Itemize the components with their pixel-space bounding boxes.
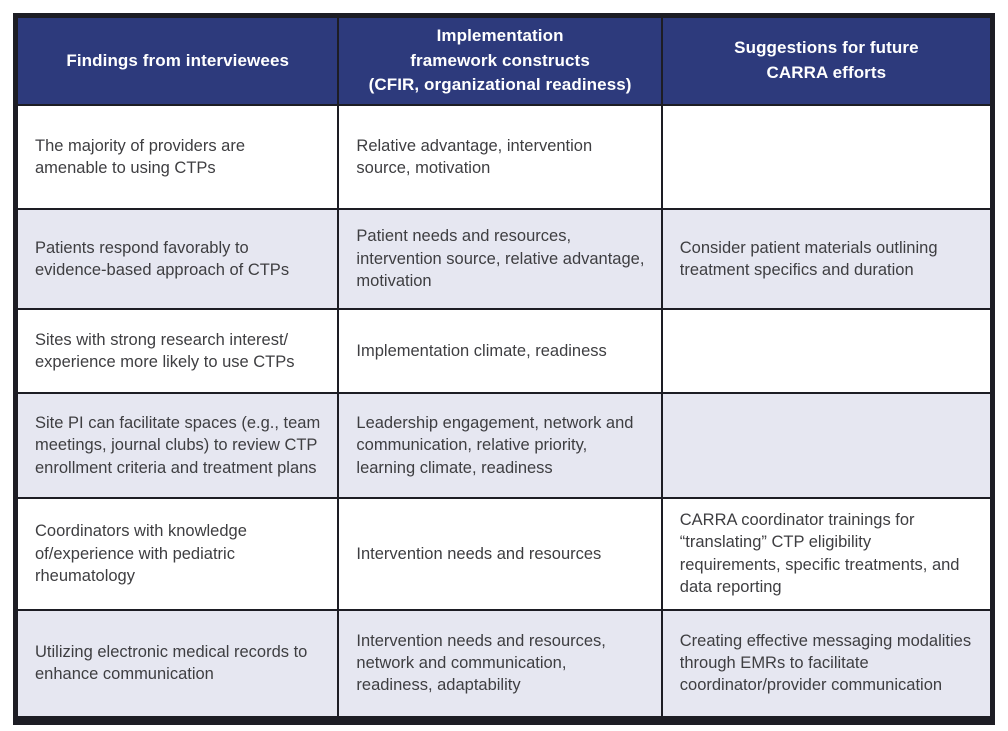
table-row: Sites with strong research interest/ exp… xyxy=(15,308,993,394)
cell-constructs: Intervention needs and resources, networ… xyxy=(337,608,663,718)
cell-finding: Coordinators with knowledge of/experienc… xyxy=(15,497,340,611)
cell-finding: Sites with strong research interest/ exp… xyxy=(15,308,340,394)
column-header-suggestions: Suggestions for future CARRA efforts xyxy=(660,16,993,106)
findings-table-grid: Findings from interviewees Implementatio… xyxy=(15,16,993,718)
cell-constructs: Intervention needs and resources xyxy=(337,497,663,611)
cell-constructs: Implementation climate, readiness xyxy=(337,308,663,394)
cell-suggestion xyxy=(660,104,993,210)
cell-suggestion xyxy=(660,392,993,499)
cell-suggestion: Creating effective messaging modalities … xyxy=(660,608,993,718)
table-row: The majority of providers are amenable t… xyxy=(15,104,993,210)
cell-suggestion: Consider patient materials outlining tre… xyxy=(660,208,993,310)
header-row: Findings from interviewees Implementatio… xyxy=(15,16,993,106)
table-row: Site PI can facilitate spaces (e.g., tea… xyxy=(15,392,993,499)
cell-constructs: Relative advantage, intervention source,… xyxy=(337,104,663,210)
cell-constructs: Leadership engagement, network and commu… xyxy=(337,392,663,499)
table-row: Utilizing electronic medical records to … xyxy=(15,608,993,718)
table-row: Coordinators with knowledge of/experienc… xyxy=(15,497,993,611)
cell-finding: Patients respond favorably to evidence-b… xyxy=(15,208,340,310)
cell-suggestion xyxy=(660,308,993,394)
findings-table: Findings from interviewees Implementatio… xyxy=(13,13,995,725)
cell-suggestion: CARRA coordinator trainings for “transla… xyxy=(660,497,993,611)
column-header-constructs: Implementation framework constructs (CFI… xyxy=(337,16,663,106)
column-header-findings: Findings from interviewees xyxy=(15,16,340,106)
cell-constructs: Patient needs and resources, interventio… xyxy=(337,208,663,310)
cell-finding: Site PI can facilitate spaces (e.g., tea… xyxy=(15,392,340,499)
table-row: Patients respond favorably to evidence-b… xyxy=(15,208,993,310)
cell-finding: Utilizing electronic medical records to … xyxy=(15,608,340,718)
cell-finding: The majority of providers are amenable t… xyxy=(15,104,340,210)
